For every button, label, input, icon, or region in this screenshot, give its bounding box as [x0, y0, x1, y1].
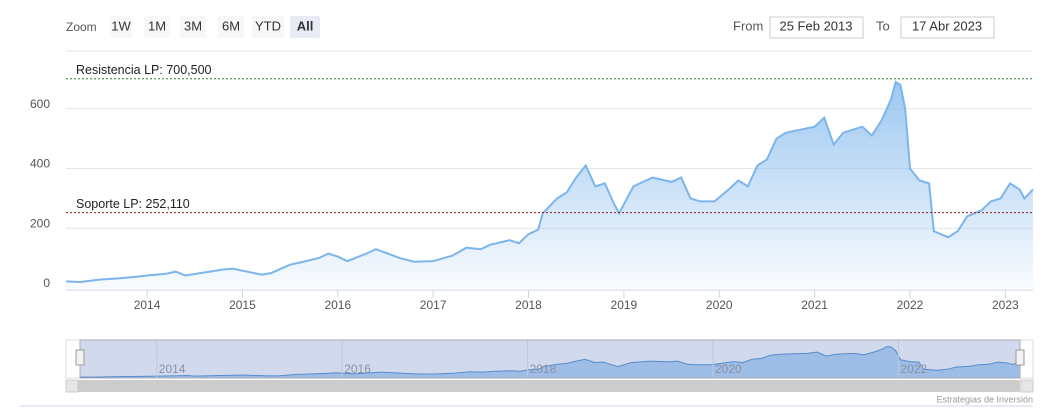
credits: Estrategias de Inversión — [936, 394, 1033, 404]
zoom-button-label[interactable]: 3M — [184, 18, 202, 33]
x-tick-label: 2017 — [420, 298, 447, 312]
zoom-button[interactable] — [218, 16, 244, 38]
navigator-tick-label: 2014 — [159, 362, 186, 376]
navigator-tick-label: 2018 — [530, 362, 557, 376]
x-tick-label: 2020 — [706, 298, 733, 312]
navigator-area — [79, 346, 1021, 379]
x-tick-label: 2023 — [992, 298, 1019, 312]
zoom-button[interactable] — [144, 16, 170, 38]
y-tick-label: 0 — [43, 276, 50, 290]
y-tick-label: 400 — [30, 157, 50, 171]
zoom-button-label[interactable]: All — [297, 18, 314, 33]
x-tick-label: 2016 — [324, 298, 351, 312]
zoom-button-label[interactable]: 6M — [222, 18, 240, 33]
zoom-button[interactable] — [110, 16, 132, 38]
x-tick-label: 2015 — [229, 298, 256, 312]
from-label: From — [733, 18, 763, 33]
to-input[interactable] — [900, 16, 995, 39]
zoom-button-label[interactable]: 1M — [148, 18, 166, 33]
y-tick-label: 200 — [30, 216, 50, 230]
zoom-button[interactable] — [290, 16, 320, 38]
to-value[interactable]: 17 Abr 2023 — [912, 18, 982, 33]
plot-line-label: Resistencia LP: 700,500 — [76, 63, 212, 77]
from-input[interactable] — [769, 16, 864, 39]
price-line — [65, 80, 1034, 284]
x-tick-label: 2018 — [515, 298, 542, 312]
scrollbar-right[interactable] — [1020, 379, 1034, 393]
from-value[interactable]: 25 Feb 2013 — [779, 18, 852, 33]
x-tick-label: 2022 — [897, 298, 924, 312]
x-tick-label: 2014 — [134, 298, 161, 312]
navigator-mask — [79, 339, 1021, 379]
x-tick-label: 2019 — [611, 298, 638, 312]
zoom-button[interactable] — [252, 16, 284, 38]
navigator-tick-label: 2022 — [900, 362, 927, 376]
scrollbar-left[interactable] — [65, 379, 79, 393]
x-tick-label: 2021 — [801, 298, 828, 312]
zoom-label: Zoom — [66, 20, 97, 34]
zoom-button[interactable] — [180, 16, 206, 38]
scrollbar-thumb[interactable] — [78, 380, 1020, 392]
navigator-tick-label: 2016 — [344, 362, 371, 376]
navigator-handle[interactable] — [75, 349, 85, 366]
y-tick-label: 600 — [30, 97, 50, 111]
zoom-button-label[interactable]: 1W — [111, 18, 131, 33]
zoom-button-label[interactable]: YTD — [255, 18, 281, 33]
navigator-tick-label: 2020 — [715, 362, 742, 376]
plot-line-label: Soporte LP: 252,110 — [76, 197, 190, 211]
area-fill — [66, 81, 1033, 289]
to-label: To — [876, 18, 890, 33]
navigator-handle[interactable] — [1015, 349, 1025, 366]
